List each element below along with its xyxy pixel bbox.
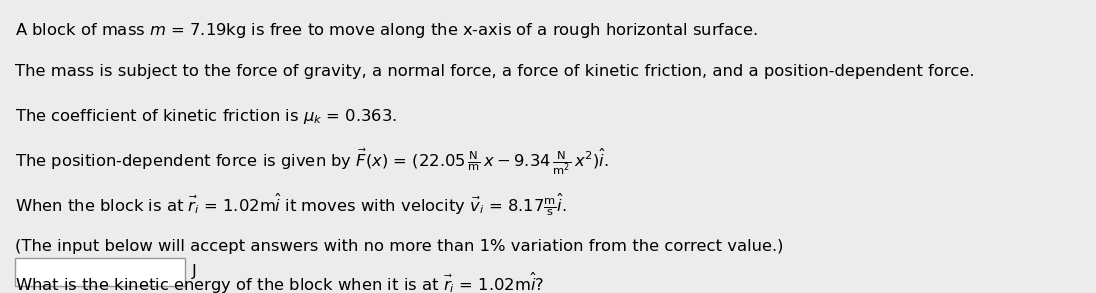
Text: The mass is subject to the force of gravity, a normal force, a force of kinetic : The mass is subject to the force of grav…: [15, 64, 974, 79]
Text: The position-dependent force is given by $\vec{F}(x)$ = $(22.05\,\frac{\mathrm{N: The position-dependent force is given by…: [15, 146, 609, 177]
Text: What is the kinetic energy of the block when it is at $\vec{r}_i$ = $1.02\mathrm: What is the kinetic energy of the block …: [15, 271, 545, 293]
FancyBboxPatch shape: [15, 258, 185, 286]
Text: A block of mass $m$ = 7.19kg is free to move along the x-axis of a rough horizon: A block of mass $m$ = 7.19kg is free to …: [15, 21, 758, 40]
Text: J: J: [192, 264, 196, 280]
Text: (The input below will accept answers with no more than 1% variation from the cor: (The input below will accept answers wit…: [15, 239, 784, 254]
Text: When the block is at $\vec{r}_i$ = $1.02\mathrm{m}\hat{i}$ it moves with velocit: When the block is at $\vec{r}_i$ = $1.02…: [15, 192, 567, 219]
Text: The coefficient of kinetic friction is $\mu_k$ = 0.363.: The coefficient of kinetic friction is $…: [15, 107, 397, 126]
